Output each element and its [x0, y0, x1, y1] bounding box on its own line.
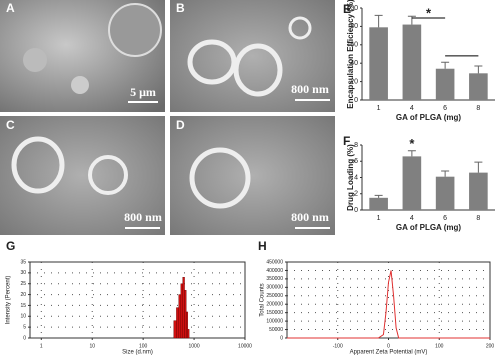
y-tick-label: 60	[350, 42, 358, 49]
y-tick-label: 50000	[269, 327, 283, 333]
histogram-bar	[184, 290, 187, 339]
x-tick-label: 100	[139, 343, 148, 349]
axes	[29, 261, 246, 339]
panel-letter: D	[176, 118, 185, 132]
y-tick-label: 0	[23, 335, 26, 341]
histogram-bar	[185, 311, 188, 339]
panel-b: B 800 nm	[170, 0, 335, 112]
x-axis-label: GA of PLGA (mg)	[396, 113, 462, 122]
x-tick-label: 10000	[238, 343, 252, 349]
x-tick-label: 8	[476, 215, 480, 222]
y-tick-label: 350000	[266, 276, 283, 282]
panel-a: A 5 μm	[0, 0, 165, 112]
y-axis-label: Total Counts	[260, 283, 266, 316]
y-tick-label: 4	[354, 174, 358, 181]
x-axis-label: Size (d.nm)	[122, 350, 153, 356]
error-bar	[441, 170, 450, 177]
error-bar	[474, 65, 483, 74]
y-tick-label: 2	[354, 191, 358, 198]
error-bar	[474, 161, 483, 173]
panel-letter: A	[6, 1, 15, 15]
histogram-bar	[176, 307, 179, 339]
y-tick-label: 35	[20, 259, 26, 265]
panel-letter: F	[343, 134, 350, 148]
error-bar	[374, 14, 383, 28]
y-tick-label: 40	[350, 60, 358, 67]
y-tick-label: 10	[20, 314, 26, 320]
y-axis-label: Intensity (Percent)	[6, 276, 12, 325]
panel-letter: C	[6, 118, 15, 132]
y-tick-label: 200000	[266, 302, 283, 308]
y-tick-label: 150000	[266, 310, 283, 316]
x-tick-label: 1	[40, 343, 43, 349]
error-bar	[374, 194, 383, 198]
x-tick-label: 200	[486, 343, 495, 349]
bar	[469, 172, 488, 210]
y-tick-label: 6	[354, 158, 358, 165]
y-tick-label: 300000	[266, 285, 283, 291]
panel-letter: E	[343, 2, 351, 16]
x-axis-label: GA of PLGA (mg)	[396, 223, 462, 232]
y-axis-label: Drug Loading (%)	[346, 144, 355, 211]
x-tick-label: 0	[387, 343, 390, 349]
y-tick-label: 20	[350, 78, 358, 85]
y-tick-label: 8	[354, 142, 358, 149]
panel-c: C 800 nm	[0, 116, 165, 235]
line	[287, 270, 490, 339]
y-tick-label: 0	[354, 207, 358, 214]
annotation: *	[426, 5, 432, 20]
axes	[286, 261, 491, 339]
histogram-bar	[180, 283, 183, 339]
x-tick-label: 6	[443, 105, 447, 112]
y-tick-label: 15	[20, 303, 26, 309]
y-tick-label: 0	[280, 335, 283, 341]
x-tick-label: 1000	[189, 343, 200, 349]
error-bar	[441, 61, 450, 69]
bar	[402, 24, 422, 101]
y-tick-label: 100	[346, 5, 358, 12]
x-tick-label: -100	[333, 343, 343, 349]
y-tick-label: 30	[20, 270, 26, 276]
bar	[402, 156, 422, 210]
y-tick-label: 5	[23, 324, 26, 330]
panel-letter: G	[6, 239, 15, 253]
y-tick-label: 80	[350, 23, 358, 30]
y-tick-label: 0	[354, 97, 358, 104]
bar	[435, 68, 455, 100]
y-tick-label: 250000	[266, 293, 283, 299]
x-tick-label: 1	[377, 215, 381, 222]
bar	[469, 73, 488, 100]
histogram-bar	[187, 329, 190, 339]
panel-d: D 800 nm	[170, 116, 335, 235]
annotation: *	[409, 136, 415, 151]
x-axis-label: Apparent Zeta Potential (mV)	[350, 350, 428, 356]
x-tick-label: 4	[410, 105, 414, 112]
histogram-bar	[182, 277, 185, 339]
y-tick-label: 25	[20, 281, 26, 287]
y-axis-label: Encapsulation Efficiency (%)	[346, 0, 355, 109]
bar	[435, 176, 455, 210]
x-tick-label: 4	[410, 215, 414, 222]
panel-letter: B	[176, 1, 185, 15]
error-bar	[407, 150, 416, 157]
x-tick-label: 1	[377, 105, 381, 112]
y-tick-label: 450000	[266, 259, 283, 265]
y-tick-label: 20	[20, 292, 26, 298]
x-tick-label: 8	[476, 105, 480, 112]
scale-label: 800 nm	[291, 210, 329, 224]
y-tick-label: 100000	[266, 318, 283, 324]
panel-letter: H	[258, 239, 267, 253]
x-tick-label: 100	[435, 343, 444, 349]
x-tick-label: 6	[443, 215, 447, 222]
x-tick-label: 10	[89, 343, 95, 349]
y-tick-label: 400000	[266, 268, 283, 274]
scale-label: 800 nm	[124, 210, 162, 224]
scale-label: 800 nm	[291, 82, 329, 96]
scale-label: 5 μm	[130, 85, 156, 99]
histogram-bar	[173, 320, 177, 339]
bar	[369, 27, 388, 100]
bar	[369, 197, 388, 210]
histogram-bar	[178, 294, 182, 339]
